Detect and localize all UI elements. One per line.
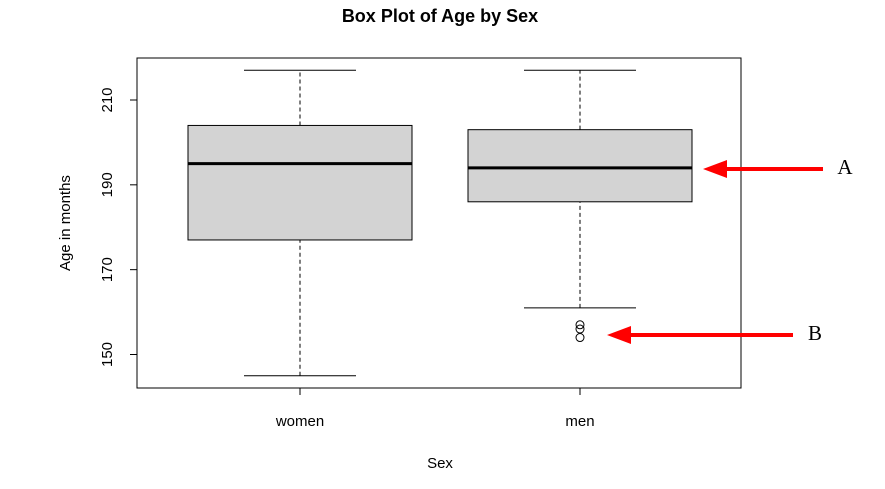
x-axis-label: Sex <box>427 455 453 472</box>
annotation-label: A <box>837 155 853 179</box>
chart-title: Box Plot of Age by Sex <box>342 6 538 26</box>
x-tick-label: men <box>565 413 594 430</box>
box <box>467 129 693 203</box>
outlier <box>575 320 585 330</box>
plot-frame <box>136 57 742 389</box>
y-tick-label: 170 <box>99 257 116 282</box>
box <box>187 124 413 241</box>
y-tick-label: 210 <box>99 87 116 112</box>
annotation-arrowhead <box>607 326 631 344</box>
x-tick-label: women <box>275 413 324 430</box>
annotation-arrowhead <box>703 160 727 178</box>
y-tick-label: 150 <box>99 342 116 367</box>
annotation-label: B <box>808 321 822 345</box>
y-axis-label: Age in months <box>57 175 74 271</box>
outlier <box>575 333 585 343</box>
y-tick-label: 190 <box>99 172 116 197</box>
